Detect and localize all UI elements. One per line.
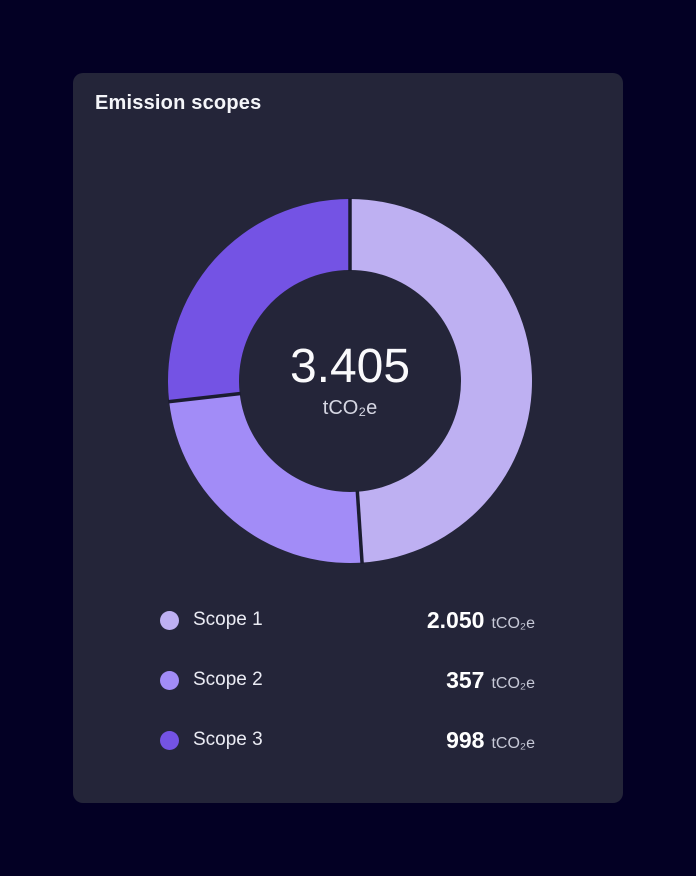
donut-segment-scope-2: [169, 393, 363, 563]
legend-row-scope-1: Scope 1 2.050 tCO₂e: [160, 590, 535, 650]
scope-2-dot-icon: [160, 670, 179, 690]
donut-segment-scope-1: [350, 199, 532, 563]
scope-3-dot-icon: [160, 730, 179, 750]
donut-chart: [167, 198, 532, 564]
chart-legend: Scope 1 2.050 tCO₂e Scope 2 357 tCO₂e Sc…: [160, 590, 535, 770]
legend-value: 357: [446, 666, 485, 693]
legend-label: Scope 2: [193, 669, 263, 690]
legend-value-group: 998 tCO₂e: [446, 727, 535, 754]
emission-scopes-card: Emission scopes 3.405 tCO₂e Scope 1 2.05…: [73, 73, 623, 803]
scope-1-dot-icon: [160, 610, 179, 630]
legend-value: 2.050: [426, 606, 485, 633]
legend-value-group: 2.050 tCO₂e: [427, 607, 535, 634]
legend-label: Scope 3: [193, 729, 263, 750]
donut-segment-scope-3: [168, 199, 350, 402]
card-title: Emission scopes: [95, 92, 262, 114]
donut-segment-divider: [167, 391, 241, 404]
legend-unit: tCO₂e: [491, 614, 535, 632]
donut-segment-divider: [355, 490, 364, 564]
legend-label: Scope 1: [193, 609, 263, 630]
legend-value: 998: [446, 726, 485, 753]
legend-row-scope-3: Scope 3 998 tCO₂e: [160, 710, 535, 770]
legend-unit: tCO₂e: [491, 674, 535, 692]
legend-unit: tCO₂e: [491, 734, 535, 752]
donut-chart-area: 3.405 tCO₂e: [167, 198, 533, 564]
legend-row-scope-2: Scope 2 357 tCO₂e: [160, 650, 535, 710]
legend-value-group: 357 tCO₂e: [446, 667, 535, 694]
